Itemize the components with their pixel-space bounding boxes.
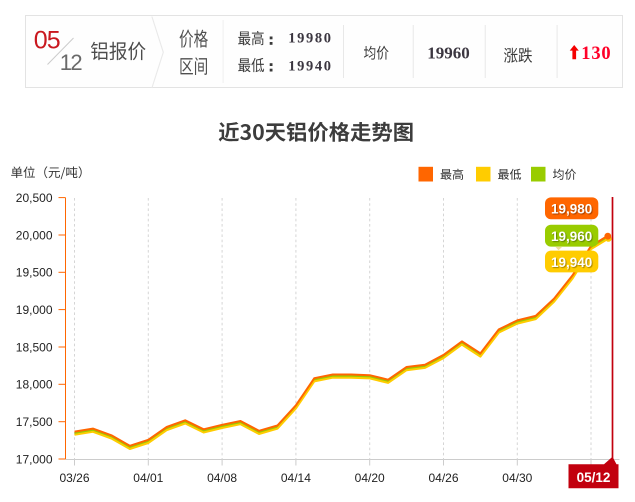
svg-text:17,500: 17,500 [16,415,53,429]
svg-text:04/26: 04/26 [428,471,458,485]
svg-text:04/20: 04/20 [355,471,385,485]
svg-text:19940: 19940 [288,58,332,74]
svg-text:05/12: 05/12 [577,470,611,485]
svg-text:12: 12 [60,50,83,75]
svg-text:04/01: 04/01 [133,471,163,485]
svg-text:05: 05 [34,26,60,54]
svg-text:19,980: 19,980 [551,202,592,217]
svg-text:04/14: 04/14 [281,471,311,485]
svg-text:17,000: 17,000 [16,452,53,466]
svg-text:19960: 19960 [427,44,470,63]
svg-text:04/30: 04/30 [502,471,532,485]
svg-text:20,500: 20,500 [16,191,53,205]
svg-text:19,000: 19,000 [16,303,53,317]
svg-text:18,000: 18,000 [16,378,53,392]
svg-text:03/26: 03/26 [59,471,89,485]
svg-text:19,500: 19,500 [16,266,53,280]
svg-text:19,960: 19,960 [551,229,592,244]
svg-text:19,940: 19,940 [551,255,592,270]
svg-text:19980: 19980 [288,31,332,47]
svg-text:130: 130 [581,44,611,64]
svg-text:20,000: 20,000 [16,228,53,242]
svg-text:18,500: 18,500 [16,340,53,354]
svg-text:04/08: 04/08 [207,471,237,485]
